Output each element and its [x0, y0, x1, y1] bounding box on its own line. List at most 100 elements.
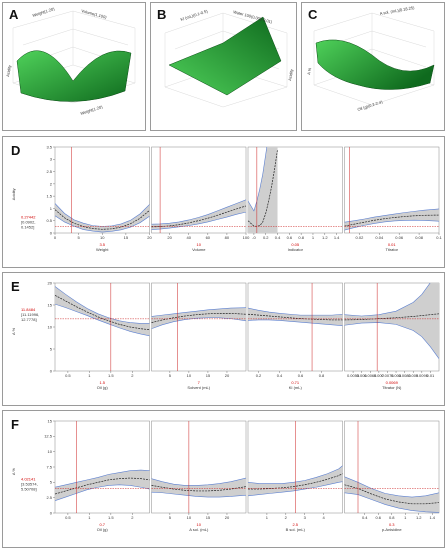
surface-mesh-c: [315, 39, 435, 90]
subplot-frame: [247, 282, 343, 372]
x-tick-label: 10: [187, 373, 192, 378]
prediction-curve: [248, 473, 343, 490]
x-tick-label: 0.01: [427, 373, 436, 378]
y-tick-label: 5: [50, 480, 53, 485]
x-axis-label: B sol. (mL): [286, 527, 306, 532]
axis-label-a-1: Weight(1.20): [32, 6, 56, 18]
x-tick-label: 20: [225, 515, 230, 520]
x-tick-label: 0.0095: [416, 373, 429, 378]
y-tick-label: 0: [50, 230, 53, 235]
axis-label-b-1: KI (mL)(0.1-0.5): [180, 8, 209, 22]
panel-label-e: E: [11, 279, 20, 294]
y-value-readout: [11.11996,: [21, 312, 39, 317]
prediction-curve: [344, 214, 439, 227]
panel-label-a: A: [9, 7, 19, 22]
x-value-readout: 10: [197, 242, 202, 247]
x-tick-label: 0.007: [374, 373, 385, 378]
confidence-limit-lo: [151, 211, 246, 230]
x-tick-label: 0.4: [362, 515, 368, 520]
y-tick-label: 5: [50, 346, 53, 351]
x-tick-label: 20: [147, 235, 152, 240]
y-value-readout: 0.1452]: [21, 224, 34, 229]
x-tick-label: 100: [243, 235, 250, 240]
confidence-limit-lo: [248, 319, 343, 326]
x-tick-label: 0.0075: [381, 373, 394, 378]
surface-c: Oil (g)(0.2-2.4) A sol. (mL)(0.18.25) A …: [306, 5, 435, 112]
confidence-limit-hi: [55, 286, 150, 324]
confidence-limit-hi: [151, 199, 246, 225]
y-tick-label: 3: [50, 157, 53, 162]
confidence-limit-hi: [55, 469, 150, 488]
x-tick-label: 1: [88, 373, 91, 378]
x-value-readout: 0.3: [389, 522, 395, 527]
confidence-band: [55, 470, 150, 501]
x-value-readout: 0.01: [388, 242, 397, 247]
surface-panel-a: A Weight(1.20) Volume(1.100) Weight(1.20…: [2, 2, 146, 131]
y-value-readout: 0.27442: [21, 214, 36, 219]
confidence-limit-hi: [55, 203, 150, 227]
subplot-plot-area: [151, 147, 246, 233]
x-tick-label: 0.009: [408, 373, 419, 378]
x-tick-label: 60: [206, 235, 211, 240]
x-tick-label: 0.8: [298, 235, 304, 240]
confidence-limit-lo: [248, 481, 343, 497]
y-tick-label: 0: [50, 368, 53, 373]
confidence-band: [344, 208, 439, 231]
confidence-limit-lo: [344, 492, 439, 513]
x-tick-label: 0.08: [415, 235, 424, 240]
x-tick-label: 4: [322, 515, 325, 520]
y-value-readout: 5.50708]: [21, 486, 37, 491]
subplot-plot-area: [151, 283, 246, 371]
x-value-readout: 0.7: [99, 522, 105, 527]
prediction-curve: [151, 313, 246, 323]
confidence-band: [151, 478, 246, 498]
x-axis-label: Oil (g): [97, 385, 109, 390]
subplot-2: 1 2 3 4 2.5B sol. (mL): [247, 420, 343, 532]
x-tick-label: 0.2: [256, 373, 262, 378]
y-tick-label: 1: [50, 206, 53, 211]
y-tick-label: 20: [48, 280, 53, 285]
confidence-limit-hi: [344, 208, 439, 223]
x-tick-label: 1: [312, 235, 315, 240]
prediction-curve: [344, 313, 439, 321]
x-tick-label: 40: [187, 235, 192, 240]
x-tick-label: 2: [131, 373, 134, 378]
x-tick-label: 80: [225, 235, 230, 240]
x-tick-label: 5: [169, 373, 172, 378]
y-tick-label: 1.5: [46, 194, 52, 199]
y-value-readout: [3.53574,: [21, 481, 38, 486]
subplot-plot-area: [151, 421, 246, 513]
subplot-plot-area: [248, 147, 343, 233]
confidence-limit-hi: [344, 283, 431, 317]
axis-label-a-2: Volume(1.100): [81, 8, 108, 20]
x-tick-label: 0.6: [375, 515, 381, 520]
x-tick-label: 0.4: [275, 235, 281, 240]
subplot-frame: [54, 420, 150, 514]
x-tick-label: 0.4: [277, 373, 283, 378]
y-tick-label: 0: [50, 510, 53, 515]
axis-label-a-4: Acidity: [5, 65, 12, 77]
x-value-readout: 0.71: [291, 380, 300, 385]
y-value-readout: [0.0902,: [21, 219, 35, 224]
x-tick-label: 5: [169, 515, 172, 520]
x-tick-label: 0.5: [65, 515, 71, 520]
subplot-3: 0.4 0.6 0.8 1 1.2 1.4 0.3p-Anisidine: [344, 420, 440, 532]
x-tick-label: 0.0055: [347, 373, 360, 378]
y-tick-label: 12.5: [44, 434, 53, 439]
x-value-readout: 0.05: [291, 242, 300, 247]
x-axis-label: Volume: [192, 247, 206, 252]
confidence-band: [151, 307, 246, 329]
x-axis-label: p-Anisidine: [382, 527, 403, 532]
subplot-plot-area: [55, 283, 150, 371]
x-tick-label: 1.5: [108, 515, 114, 520]
x-value-readout: 0.0069: [386, 380, 399, 385]
surface-mesh-b: [168, 16, 282, 96]
axis-label-a-3: Weight(1.20): [80, 104, 104, 116]
confidence-limit-lo: [151, 491, 246, 498]
